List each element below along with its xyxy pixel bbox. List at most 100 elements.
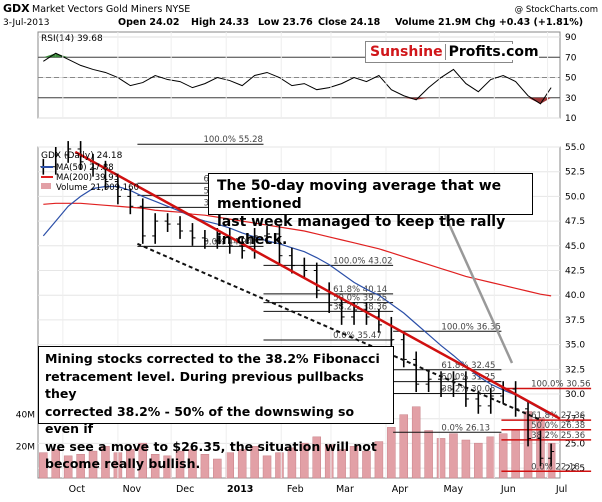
fib-label-6: 61.8% 40.14 xyxy=(333,285,387,295)
legend-ma200: MA(200) 39.93 xyxy=(56,173,119,183)
volume-bar xyxy=(250,446,259,479)
fib-label-11: 61.8% 32.45 xyxy=(441,361,495,371)
callout-fib-line2: retracement level. During previous pullb… xyxy=(45,368,364,402)
price-tick-13: 22.5 xyxy=(565,464,585,474)
volume-bar xyxy=(63,455,73,479)
volume-bar xyxy=(175,450,185,479)
declining-support-line xyxy=(137,242,543,422)
volume-bar xyxy=(88,450,98,479)
volume-bar xyxy=(287,447,297,479)
copyright-label: @ StockCharts.com xyxy=(515,5,598,15)
callout-fib-line5: become really bullish. xyxy=(45,456,201,471)
volume-bar xyxy=(275,452,284,479)
price-tick-8: 35.0 xyxy=(565,341,585,351)
rsi-title: RSI(14) 39.68 xyxy=(41,34,103,44)
fib-label-12: 50.0% 31.25 xyxy=(441,373,495,383)
rsi-oversold-fill xyxy=(416,97,429,100)
fib-label-10: 100.0% 36.35 xyxy=(441,322,500,332)
volume-bar xyxy=(436,438,446,479)
month-label-0: Oct xyxy=(69,484,86,495)
volume-bar xyxy=(262,455,272,479)
price-tick-2: 50.0 xyxy=(565,192,585,202)
logo-part-sunshine: Sunshine xyxy=(370,44,443,60)
declining-resistance-line xyxy=(74,150,561,420)
rsi-tick-1: 70 xyxy=(565,53,577,63)
volume-bar xyxy=(374,441,384,479)
quote-field-5: Chg +0.43 (+1.81%) xyxy=(475,17,583,28)
month-label-5: Mar xyxy=(336,484,354,495)
price-tick-7: 37.5 xyxy=(565,316,585,326)
month-label-9: Jul xyxy=(555,484,567,495)
price-tick-3: 47.5 xyxy=(565,217,585,227)
callout-ma-line1: The 50-day moving average that we mentio… xyxy=(217,178,502,212)
fib-label-19: 0.0% 22.18 xyxy=(531,462,580,472)
legend-ma50: MA(50) 27.88 xyxy=(56,163,114,173)
callout-fib-line3: corrected 38.2% - 50% of the downswing s… xyxy=(45,403,355,437)
volume-bar xyxy=(312,436,322,479)
rsi-tick-0: 90 xyxy=(565,33,577,43)
volume-bar xyxy=(424,430,433,479)
volume-tick-0: 40M xyxy=(16,411,35,421)
volume-bar xyxy=(51,449,61,479)
volume-bar xyxy=(387,427,396,479)
month-label-4: Feb xyxy=(287,484,304,495)
rsi-tick-3: 30 xyxy=(565,94,577,104)
quote-field-1: High 24.33 xyxy=(191,17,249,28)
fib-label-0: 100.0% 55.28 xyxy=(203,135,262,145)
symbol-label: GDX xyxy=(3,2,30,15)
sunshine-profits-logo: Sunshine Profits.com xyxy=(365,41,539,63)
volume-bar xyxy=(213,458,222,479)
rsi-overbought-fill xyxy=(43,53,56,58)
month-label-6: Apr xyxy=(392,484,409,495)
fib-label-5: 100.0% 43.02 xyxy=(333,256,392,266)
fib-label-17: 50.0% 26.38 xyxy=(531,421,585,431)
price-tick-5: 42.5 xyxy=(565,267,585,277)
legend-volume: Volume 21,909,160 xyxy=(56,183,139,193)
callout-ma-line2: last week managed to keep the rally in c… xyxy=(217,214,506,248)
volume-bar xyxy=(138,442,148,479)
price-tick-12: 25.0 xyxy=(565,439,585,449)
quote-field-0: Open 24.02 xyxy=(118,17,179,28)
volume-bar xyxy=(474,442,483,479)
quote-field-3: Close 24.18 xyxy=(318,17,381,28)
callout-fib-line1: Mining stocks corrected to the 38.2% Fib… xyxy=(45,351,380,366)
logo-part-profits: Profits.com xyxy=(444,44,539,60)
volume-bar xyxy=(486,436,496,479)
volume-bar xyxy=(76,454,85,479)
fib-label-14: 0.0% 26.13 xyxy=(441,423,490,433)
legend-volume-swatch xyxy=(41,183,51,189)
rsi-line xyxy=(43,52,552,105)
month-label-1: Nov xyxy=(123,484,142,495)
fib-label-16: 61.8% 27.36 xyxy=(531,411,585,421)
month-label-3: 2013 xyxy=(227,484,253,495)
volume-bar xyxy=(237,449,247,479)
price-tick-0: 55.0 xyxy=(565,143,585,153)
rsi-tick-4: 10 xyxy=(565,114,577,124)
fib-label-18: 38.2% 25.36 xyxy=(531,431,585,441)
fib-label-7: 50.0% 39.25 xyxy=(333,294,387,304)
volume-bar xyxy=(324,444,334,479)
volume-bar xyxy=(300,442,309,479)
moving-average-callout: The 50-day moving average that we mentio… xyxy=(208,173,533,248)
fib-label-13: 38.2% 30.05 xyxy=(441,385,495,395)
volume-bar xyxy=(349,446,359,479)
price-tick-10: 30.0 xyxy=(565,390,585,400)
price-tick-4: 45.0 xyxy=(565,242,585,252)
volume-bar xyxy=(399,414,409,479)
month-label-7: May xyxy=(443,484,463,495)
fib-label-9: 0.0% 35.47 xyxy=(333,331,382,341)
quote-field-2: Low 23.76 xyxy=(258,17,313,28)
volume-bar xyxy=(150,454,160,479)
volume-bar xyxy=(362,450,371,479)
volume-bar xyxy=(200,454,210,479)
fib-label-4: 0.0% 44.94 xyxy=(203,237,252,247)
volume-bar xyxy=(498,433,508,479)
quote-field-4: Volume 21.9M xyxy=(395,17,471,28)
volume-bar xyxy=(337,449,346,479)
volume-bar xyxy=(126,449,135,479)
price-tick-1: 52.5 xyxy=(565,168,585,178)
security-name: Market Vectors Gold Miners NYSE xyxy=(32,4,190,15)
fib-label-15: 100.0% 30.56 xyxy=(531,379,590,389)
rsi-tick-2: 50 xyxy=(565,74,577,84)
rsi-overbought-fill xyxy=(55,53,69,58)
